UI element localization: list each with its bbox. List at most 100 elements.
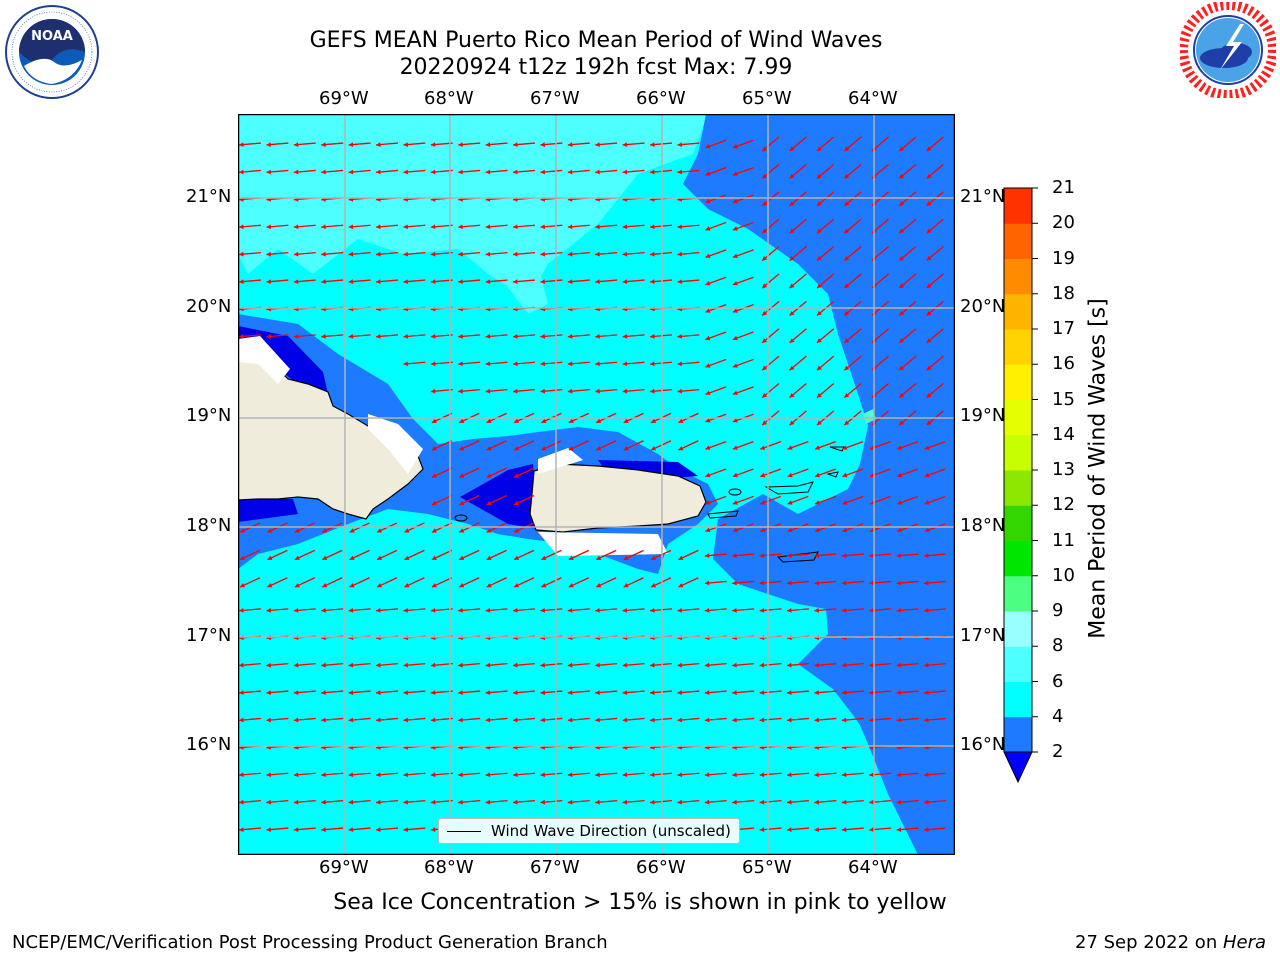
wave-direction-arrowhead bbox=[926, 338, 932, 343]
wave-direction-arrowhead bbox=[844, 228, 850, 234]
wave-direction-arrowhead bbox=[926, 228, 932, 234]
footer-credit: NCEP/EMC/Verification Post Processing Pr… bbox=[12, 932, 608, 953]
wave-direction-arrowhead bbox=[485, 251, 491, 257]
wave-direction-arrowhead bbox=[266, 772, 272, 778]
wave-direction-arrowhead bbox=[293, 799, 299, 805]
wave-direction-arrowhead bbox=[896, 607, 902, 613]
wave-direction-arrowhead bbox=[677, 717, 683, 723]
wave-direction-arrowhead bbox=[321, 662, 326, 668]
wave-direction-arrowhead bbox=[568, 446, 574, 451]
colorbar-swatch bbox=[1004, 364, 1032, 400]
wave-direction-arrowhead bbox=[376, 690, 381, 695]
wave-direction-arrowhead bbox=[377, 555, 383, 560]
period-zone-below-2 bbox=[460, 464, 538, 529]
mona-island bbox=[454, 514, 468, 522]
wave-direction-arrowhead bbox=[239, 690, 244, 695]
wave-direction-arrowhead bbox=[705, 445, 711, 450]
wave-direction-arrowhead bbox=[816, 420, 822, 426]
wave-direction-arrowhead bbox=[677, 361, 683, 367]
wave-direction-arrowhead bbox=[815, 472, 821, 478]
wave-direction-arrowhead bbox=[431, 418, 437, 423]
wave-direction-arrowhead bbox=[540, 169, 546, 175]
wave-direction-arrowhead bbox=[293, 827, 299, 832]
wave-direction-arrowhead bbox=[567, 662, 573, 668]
wave-direction-arrowhead bbox=[458, 662, 463, 668]
wave-direction-arrowhead bbox=[458, 717, 463, 723]
wave-direction-arrowhead bbox=[816, 310, 822, 316]
wave-direction-arrowhead bbox=[896, 799, 902, 805]
period-zone-6-8 bbox=[238, 114, 708, 299]
wave-direction-arrowhead bbox=[622, 251, 628, 257]
wave-direction-arrowhead bbox=[294, 555, 300, 560]
colorbar bbox=[1000, 186, 1040, 786]
colorbar-swatch bbox=[1004, 258, 1032, 295]
wave-direction-arrowhead bbox=[348, 717, 354, 723]
wave-direction-arrowhead bbox=[485, 224, 491, 230]
wave-direction-arrowhead bbox=[677, 279, 683, 284]
wave-direction-arrowhead bbox=[924, 662, 929, 668]
wave-direction-arrowhead bbox=[924, 472, 930, 478]
st-croix-island bbox=[776, 551, 819, 563]
legend-label: Wind Wave Direction (unscaled) bbox=[491, 822, 731, 840]
colorbar-swatch bbox=[1004, 505, 1032, 541]
wave-direction-arrowhead bbox=[650, 388, 655, 394]
colorbar-swatch bbox=[1004, 329, 1032, 365]
wave-direction-arrowhead bbox=[596, 418, 602, 423]
wave-direction-arrowhead bbox=[705, 144, 711, 149]
wave-direction-arrowhead bbox=[841, 553, 847, 558]
wave-direction-arrowhead bbox=[899, 393, 905, 398]
wave-direction-arrowhead bbox=[485, 772, 491, 778]
wave-direction-arrowhead bbox=[376, 333, 381, 339]
wave-direction-arrowhead bbox=[239, 827, 244, 832]
footer-host: Hera bbox=[1222, 932, 1266, 953]
wave-direction-arrowhead bbox=[732, 363, 738, 368]
masked-area bbox=[368, 414, 423, 474]
colorbar-tick-label: 12 bbox=[1052, 494, 1075, 516]
colorbar-tick-label: 20 bbox=[1052, 212, 1075, 234]
wave-direction-arrowhead bbox=[842, 527, 848, 533]
wave-direction-arrowhead bbox=[814, 580, 820, 586]
wave-direction-arrowhead bbox=[403, 799, 409, 805]
colorbar-swatch bbox=[1004, 681, 1032, 718]
lat-label-left: 18°N bbox=[186, 515, 232, 536]
wave-direction-arrowhead bbox=[513, 142, 518, 147]
wave-direction-arrowhead bbox=[596, 555, 602, 560]
wave-direction-arrowhead bbox=[651, 446, 657, 451]
lon-label-bottom: 67°W bbox=[530, 857, 580, 878]
wave-direction-arrowhead bbox=[239, 169, 244, 175]
wave-direction-arrowhead bbox=[762, 256, 768, 261]
wave-direction-arrowhead bbox=[622, 333, 628, 339]
period-zone-2-4 bbox=[683, 114, 955, 855]
lat-label-right: 16°N bbox=[960, 734, 1006, 755]
wave-direction-arrowhead bbox=[622, 799, 628, 805]
wave-direction-arrowhead bbox=[513, 361, 518, 367]
colorbar-extend-triangle bbox=[1003, 751, 1033, 784]
wave-direction-arrowhead bbox=[705, 171, 711, 176]
wave-direction-arrowhead bbox=[650, 224, 655, 230]
wave-direction-arrowhead bbox=[759, 580, 765, 586]
wave-direction-arrowhead bbox=[486, 555, 492, 560]
colorbar-tick-label: 21 bbox=[1052, 177, 1075, 198]
vieques-island bbox=[707, 510, 739, 519]
wave-direction-arrowhead bbox=[732, 472, 738, 478]
wave-direction-arrowhead bbox=[622, 690, 628, 695]
wave-direction-arrowhead bbox=[321, 142, 326, 147]
wave-direction-arrowhead bbox=[595, 169, 600, 175]
colorbar-label: Mean Period of Wind Waves [s] bbox=[1085, 298, 1111, 639]
wave-direction-arrowhead bbox=[622, 772, 628, 778]
wave-direction-arrowhead bbox=[404, 583, 410, 588]
wave-direction-arrowhead bbox=[486, 473, 492, 478]
colorbar-tick-label: 2 bbox=[1052, 741, 1064, 762]
colorbar-tick-label: 10 bbox=[1052, 564, 1075, 586]
wave-direction-arrowhead bbox=[677, 388, 683, 394]
wave-direction-arrowhead bbox=[705, 335, 711, 341]
wave-direction-arrowhead bbox=[787, 717, 792, 723]
wave-direction-arrowhead bbox=[787, 662, 792, 668]
wave-direction-arrowhead bbox=[568, 583, 574, 588]
wave-direction-arrowhead bbox=[348, 690, 354, 695]
wave-direction-arrowhead bbox=[595, 224, 600, 230]
colorbar-tick-label: 17 bbox=[1052, 318, 1075, 339]
wave-direction-arrowhead bbox=[459, 500, 465, 506]
lat-label-right: 21°N bbox=[960, 186, 1006, 207]
wave-direction-arrowhead bbox=[844, 173, 850, 179]
